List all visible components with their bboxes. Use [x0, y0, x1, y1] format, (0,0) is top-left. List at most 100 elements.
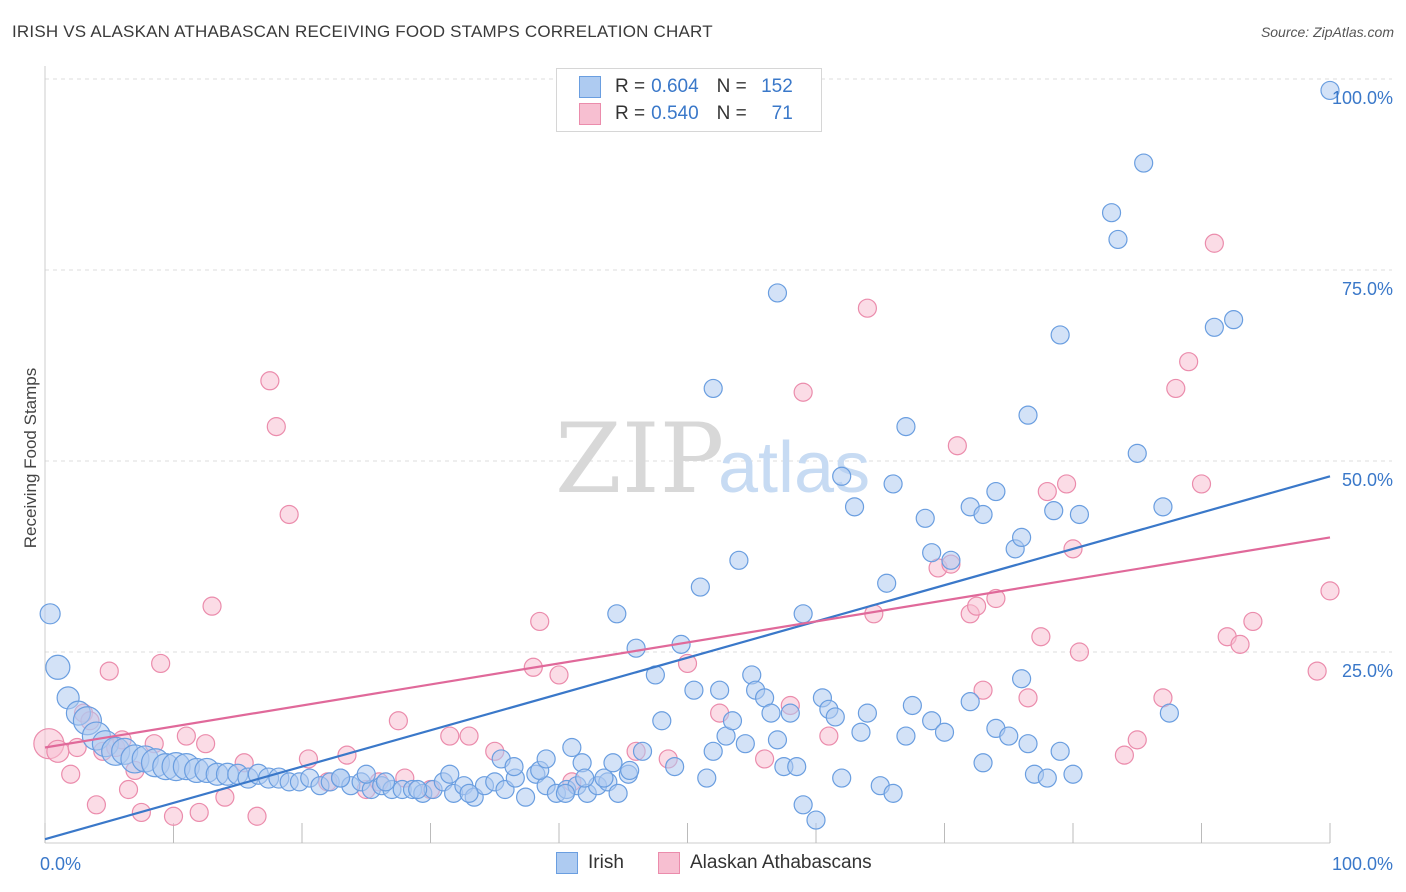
irish-point-142 [1127, 443, 1147, 463]
alaskan-point-40 [549, 665, 569, 685]
bottom-legend-irish: Irish [556, 852, 624, 874]
irish-point-91 [787, 756, 807, 777]
irish-point-124 [1044, 501, 1064, 521]
irish-point-111 [999, 726, 1019, 746]
alaskan-r-value: 0.540 [651, 103, 699, 124]
alaskan-point-58 [986, 588, 1006, 609]
irish-point-62 [440, 764, 460, 784]
irish-point-47 [515, 787, 536, 807]
irish-point-60 [375, 772, 396, 792]
alaskan-point-62 [1056, 474, 1077, 494]
alaskan-n-value: 71 [771, 103, 793, 124]
irish-point-56 [608, 783, 628, 803]
irish-point-93 [806, 810, 826, 830]
irish-point-59 [356, 764, 376, 784]
alaskan-point-59 [1018, 688, 1038, 708]
bottom-legend-alaskan: Alaskan Athabascans [658, 852, 872, 874]
irish-point-141 [1108, 229, 1128, 250]
irish-point-98 [851, 722, 871, 742]
legend-row-alaskan: R = 0.540 N = 71 [579, 102, 793, 126]
axes [44, 66, 1331, 844]
irish-point-140 [1101, 203, 1122, 223]
alaskan-point-32 [388, 711, 408, 731]
irish-point-121 [973, 504, 993, 525]
alaskan-point-17 [176, 726, 196, 746]
irish-point-69 [594, 768, 614, 788]
y-tick-label-50: 50.0% [1342, 470, 1393, 490]
irish-point-138 [626, 638, 646, 658]
irish-point-115 [1037, 768, 1057, 788]
alaskan-point-48 [793, 382, 813, 402]
irish-n-value: 152 [761, 76, 793, 97]
alaskan-point-20 [202, 596, 222, 616]
y-axis-label: Receiving Food Stamps [21, 368, 40, 548]
irish-point-113 [1018, 734, 1038, 754]
irish-point-123 [1018, 405, 1038, 425]
irish-point-72 [632, 741, 653, 761]
alaskan-point-11 [118, 779, 139, 800]
irish-r-value: 0.604 [651, 76, 699, 97]
watermark-zip: ZIP [555, 403, 724, 515]
irish-point-128 [896, 417, 916, 437]
alaskan-point-66 [1127, 730, 1147, 750]
irish-trend-line [44, 475, 1331, 841]
irish-point-70 [603, 753, 623, 773]
irish-point-134 [793, 604, 813, 624]
trend-lines [44, 475, 1331, 841]
irish-point-136 [729, 550, 749, 570]
irish-point-151 [575, 768, 595, 788]
x-tick-label-0: 0.0% [40, 854, 81, 874]
irish-point-117 [1063, 764, 1083, 784]
irish-point-101 [877, 573, 897, 593]
irish-point-147 [1224, 310, 1244, 330]
irish-point-129 [915, 508, 935, 528]
alaskan-trend-line [44, 536, 1331, 749]
alaskan-point-60 [1031, 627, 1051, 647]
irish-point-106 [934, 722, 955, 742]
alaskan-point-24 [260, 371, 280, 391]
y-tick-label-25: 25.0% [1342, 661, 1393, 681]
irish-point-104 [902, 695, 922, 716]
stats-legend: R = 0.604 N = 152 R = 0.540 N = 71 [556, 68, 822, 132]
alaskan-point-76 [1320, 581, 1340, 601]
bottom-alaskan-label: Alaskan Athabascans [690, 852, 872, 873]
irish-point-137 [607, 604, 627, 624]
alaskan-point-6 [86, 795, 107, 815]
alaskan-point-36 [459, 726, 479, 746]
alaskan-point-74 [1243, 611, 1263, 632]
alaskan-point-50 [857, 298, 878, 318]
irish-point-148 [1320, 80, 1340, 101]
alaskan-point-49 [819, 726, 839, 746]
irish-point-97 [832, 768, 852, 788]
irish-point-88 [767, 730, 788, 750]
irish-point-145 [1159, 703, 1179, 723]
alaskan-n-label: N = [716, 103, 747, 124]
watermark: ZIP atlas [555, 403, 870, 515]
irish-point-132 [703, 378, 723, 399]
bottom-alaskan-swatch [658, 852, 680, 874]
irish-point-0 [39, 603, 61, 625]
irish-point-82 [722, 711, 743, 731]
alaskan-swatch [579, 103, 601, 125]
y-tick-label-100: 100.0% [1332, 88, 1393, 108]
irish-point-74 [652, 711, 672, 731]
alaskan-point-56 [967, 596, 987, 616]
irish-point-149 [536, 749, 556, 769]
irish-point-135 [690, 577, 710, 597]
alaskan-point-23 [247, 806, 267, 826]
irish-point-92 [793, 795, 813, 815]
irish-point-78 [697, 768, 717, 788]
alaskan-point-57 [973, 680, 993, 700]
irish-point-102 [883, 783, 903, 803]
alaskan-point-71 [1204, 233, 1224, 253]
chart-title: IRISH VS ALASKAN ATHABASCAN RECEIVING FO… [12, 22, 713, 41]
irish-point-130 [922, 543, 942, 563]
irish-r-label: R = [615, 76, 646, 97]
alaskan-point-8 [99, 661, 119, 681]
alaskan-point-69 [1179, 352, 1199, 372]
irish-swatch [579, 76, 601, 98]
irish-point-79 [703, 741, 723, 761]
irish-point-96 [825, 707, 845, 727]
alaskan-point-2 [61, 764, 81, 784]
